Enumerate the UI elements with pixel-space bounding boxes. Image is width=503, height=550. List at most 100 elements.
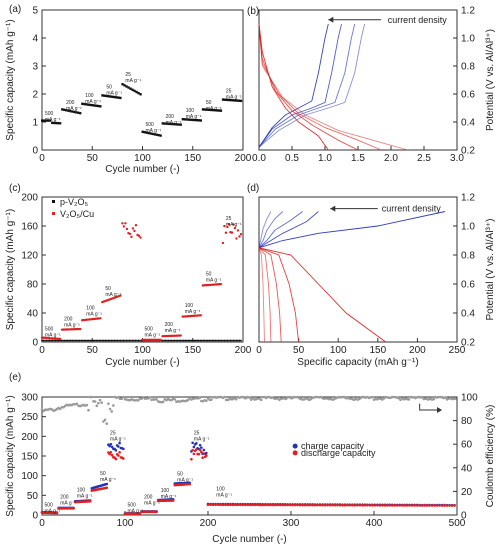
data-point [117, 454, 120, 457]
data-point [149, 132, 152, 135]
legend-marker [52, 200, 55, 203]
data-point [177, 123, 180, 126]
data-point [251, 503, 255, 507]
data-point [161, 339, 164, 342]
data-point [205, 454, 208, 457]
data-point [86, 339, 89, 342]
charge-curve [258, 211, 272, 248]
rate-label: mA g⁻¹ [86, 311, 102, 317]
data-point [75, 339, 78, 342]
data-point [122, 225, 126, 228]
data-point [124, 222, 127, 225]
data-point [69, 109, 72, 113]
data-point [235, 237, 238, 240]
data-point [363, 503, 367, 507]
discharge-curve [258, 247, 282, 343]
data-point [173, 123, 176, 126]
data-point [128, 339, 131, 342]
data-point [237, 339, 239, 342]
data-point [114, 457, 118, 461]
data-point [443, 504, 446, 507]
y-tick-label: 250 [21, 412, 38, 423]
data-point [73, 110, 76, 114]
x-axis-label: Cycle number (-) [212, 534, 286, 545]
data-point [321, 503, 324, 507]
y-tick-label: 50 [27, 491, 39, 502]
charge-curve [258, 211, 284, 249]
data-point [119, 339, 122, 342]
data-point [199, 339, 202, 342]
data-point [119, 96, 122, 100]
ce-point [90, 395, 94, 399]
data-point [51, 339, 54, 342]
data-point [43, 119, 46, 122]
data-point [343, 503, 347, 507]
data-point [88, 500, 92, 503]
data-point [131, 339, 134, 342]
data-point [231, 99, 235, 102]
data-point [54, 339, 57, 342]
data-point [164, 339, 167, 342]
y-tick-label: 2 [32, 90, 38, 101]
rate-label: 50 [100, 471, 106, 477]
data-point [95, 104, 98, 107]
data-point [119, 294, 122, 297]
y2-axis-label: Potential (V vs. Al/Al³⁺) [485, 29, 496, 131]
y2-tick-label: 100 [461, 393, 478, 404]
ce-point [105, 422, 109, 425]
legend-label: charge capacity [301, 441, 365, 451]
rate-label: 200 [166, 114, 175, 120]
data-point [127, 339, 129, 342]
data-point [195, 118, 198, 122]
data-point [203, 339, 206, 342]
data-point [233, 99, 237, 102]
plot-frame [258, 9, 458, 151]
y-tick-label: 0.6 [461, 280, 475, 291]
rate-label: 200 [60, 494, 69, 500]
data-point [217, 339, 220, 342]
data-point [187, 118, 190, 121]
data-point [239, 99, 243, 103]
data-point [130, 339, 132, 342]
rate-label: mA g⁻¹ [85, 99, 101, 105]
data-point [47, 339, 49, 342]
data-point [266, 503, 270, 507]
x-tick-label: 200 [235, 345, 252, 356]
data-point [198, 448, 202, 452]
rate-label: 500 [45, 326, 54, 332]
data-point [219, 109, 223, 112]
data-point [125, 339, 128, 342]
y-tick-label: 80 [27, 280, 39, 291]
data-point [96, 339, 99, 342]
data-point [378, 504, 382, 507]
rate-label: mA g⁻¹ [77, 493, 93, 499]
y2-tick-label: 60 [461, 440, 473, 451]
rate-label: 500 [44, 502, 53, 508]
rate-label: mA g⁻¹ [206, 106, 222, 112]
data-point [286, 503, 289, 507]
data-point [223, 224, 226, 228]
data-point [214, 339, 217, 342]
y-tick-label: 0.6 [461, 90, 475, 101]
data-point [291, 503, 294, 507]
data-point [203, 108, 207, 111]
data-point [197, 339, 200, 342]
y-tick-label: 0.8 [461, 62, 475, 73]
x-tick-label: 100 [117, 518, 134, 529]
data-point [308, 503, 312, 507]
discharge-curve [258, 247, 272, 343]
data-point [105, 486, 109, 490]
data-point [92, 339, 95, 342]
data-point [44, 339, 46, 342]
data-point [45, 339, 48, 342]
data-point [281, 503, 285, 507]
rate-label: 50 [206, 271, 212, 277]
data-point [258, 503, 262, 507]
data-point [410, 504, 414, 507]
legend-marker [292, 443, 298, 449]
data-point [398, 504, 402, 507]
data-point [221, 98, 225, 101]
data-point [69, 339, 72, 342]
data-point [202, 452, 206, 455]
data-point [48, 339, 51, 342]
